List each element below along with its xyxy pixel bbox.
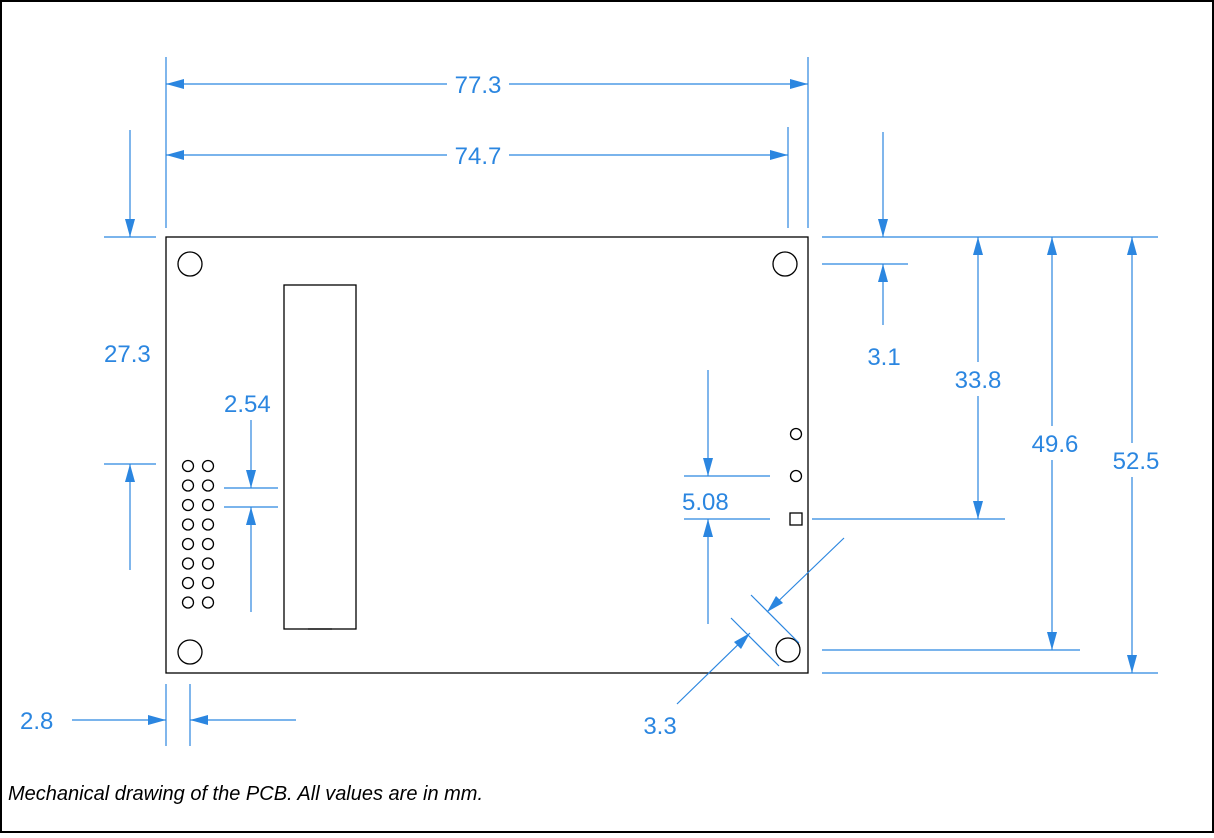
dim-hole-spacing-width: 74.7: [166, 127, 789, 228]
dim-header-offset: 27.3: [104, 130, 156, 570]
header-pin: [201, 459, 215, 473]
dim-pad-offset: 33.8: [812, 237, 1008, 520]
header-pin: [181, 596, 195, 609]
header-pin: [201, 479, 215, 492]
board-outline: [165, 236, 809, 674]
header-pin: [201, 576, 215, 590]
connector-body: [283, 284, 357, 630]
hole-spacing-height-label: 49.6: [1032, 431, 1079, 458]
pad-square: [789, 512, 803, 526]
dim-hole-diameter: 3.3: [643, 537, 845, 740]
hole-edge-offset-left-label: 2.8: [20, 708, 53, 735]
pad-spacing-label: 5.08: [682, 489, 729, 516]
header-offset-label: 27.3: [104, 341, 151, 368]
overall-width-label: 77.3: [455, 72, 502, 99]
mounting-hole-bottom-right: [775, 637, 801, 663]
pin-header: [181, 459, 215, 609]
mounting-hole-top-right: [772, 251, 798, 277]
header-pin: [181, 498, 195, 512]
dim-hole-spacing-height: 49.6: [822, 237, 1082, 651]
dim-hole-edge-offset-top: 3.1: [822, 132, 1158, 371]
pad-round-1: [789, 427, 803, 441]
header-pin: [201, 596, 215, 609]
hole-diameter-label: 3.3: [643, 713, 676, 740]
header-pin: [181, 537, 195, 551]
header-pin: [201, 557, 215, 570]
header-pin: [181, 479, 195, 492]
dim-overall-width: 77.3: [165, 57, 809, 228]
header-pin: [201, 498, 215, 512]
overall-height-label: 52.5: [1113, 448, 1160, 475]
header-pin: [201, 537, 215, 551]
dim-pin-pitch: 2.54: [224, 391, 278, 612]
pad-offset-label: 33.8: [955, 367, 1002, 394]
header-pin: [201, 518, 215, 531]
pin-pitch-label: 2.54: [224, 391, 271, 418]
hole-edge-offset-top-label: 3.1: [867, 344, 900, 371]
header-pin: [181, 576, 195, 590]
header-pin: [181, 557, 195, 570]
figure-caption: Mechanical drawing of the PCB. All value…: [8, 783, 483, 805]
mounting-hole-top-left: [177, 251, 203, 277]
header-pin: [181, 518, 195, 531]
dim-pad-spacing: 5.08: [682, 370, 770, 624]
header-pin: [181, 459, 195, 473]
pcb-board: [165, 236, 809, 674]
dim-hole-edge-offset-left: 2.8: [20, 684, 296, 746]
mounting-hole-bottom-left: [177, 639, 203, 665]
hole-spacing-width-label: 74.7: [455, 143, 502, 170]
dim-overall-height: 52.5: [822, 237, 1164, 674]
pad-round-2: [789, 469, 803, 483]
